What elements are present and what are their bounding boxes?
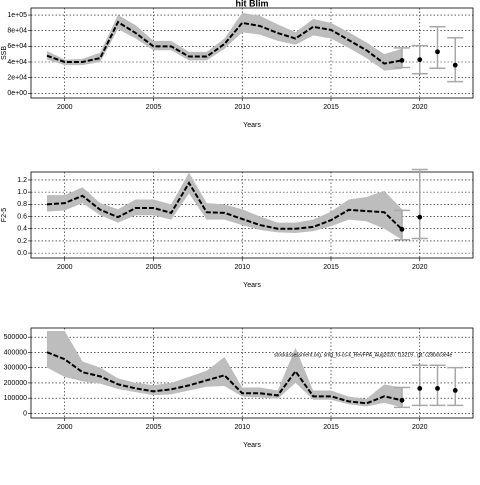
y-tick-label: 0 xyxy=(23,410,27,417)
x-tick-label: 2005 xyxy=(146,264,162,271)
y-tick-label: 2e+04 xyxy=(7,74,27,81)
confidence-band xyxy=(46,331,402,408)
x-axis-label: Years xyxy=(243,282,261,289)
y-axis-label: F2-5 xyxy=(1,208,8,223)
y-tick-label: 500000 xyxy=(4,334,27,341)
x-tick-label: 2005 xyxy=(146,104,162,111)
y-tick-label: 0.0 xyxy=(17,250,27,257)
forecast-point xyxy=(417,214,423,220)
x-tick-label: 2000 xyxy=(57,264,73,271)
y-tick-label: 0e+00 xyxy=(7,90,27,97)
chart-title: hit Blim xyxy=(236,0,269,8)
y-tick-label: 0.8 xyxy=(17,201,27,208)
y-tick-label: 1.0 xyxy=(17,189,27,196)
plot-frame xyxy=(30,7,474,99)
forecast-point xyxy=(399,397,405,403)
forecast-point xyxy=(452,62,458,68)
y-tick-label: 1e+05 xyxy=(7,12,27,19)
plot-frame xyxy=(30,327,474,419)
confidence-band xyxy=(46,172,402,240)
x-tick-label: 2020 xyxy=(412,424,428,431)
forecast-point xyxy=(399,226,405,232)
y-tick-label: 4e+04 xyxy=(7,59,27,66)
forecast-point xyxy=(435,49,440,55)
forecast-point xyxy=(452,387,458,393)
y-tick-label: 200000 xyxy=(4,380,27,387)
annotation: stockassessment.org, smg_fo-cs-k_RevFPA_… xyxy=(274,352,453,358)
x-tick-label: 2015 xyxy=(323,424,339,431)
y-tick-label: 0.2 xyxy=(17,238,27,245)
forecast-point xyxy=(417,386,423,391)
y-tick-label: 300000 xyxy=(4,365,27,372)
y-tick-label: 400000 xyxy=(4,349,27,356)
x-tick-label: 2020 xyxy=(412,264,428,271)
y-tick-label: 0.4 xyxy=(17,226,27,233)
x-tick-label: 2000 xyxy=(57,424,73,431)
x-tick-label: 2010 xyxy=(234,424,250,431)
y-tick-label: 1.2 xyxy=(17,177,27,184)
x-tick-label: 2020 xyxy=(412,104,428,111)
plot-frame xyxy=(30,171,474,259)
x-tick-label: 2000 xyxy=(57,104,73,111)
y-tick-label: 8e+04 xyxy=(7,28,27,35)
x-tick-label: 2010 xyxy=(234,104,250,111)
x-axis-label: Years xyxy=(243,122,261,129)
estimate-line xyxy=(46,181,403,231)
forecast-point xyxy=(417,57,423,63)
x-tick-label: 2005 xyxy=(146,424,162,431)
estimate-line xyxy=(46,351,403,405)
x-axis-label: Years xyxy=(243,442,261,449)
forecast-point xyxy=(435,386,440,391)
x-tick-label: 2015 xyxy=(323,264,339,271)
estimate-line xyxy=(46,20,403,65)
x-tick-label: 2015 xyxy=(323,104,339,111)
forecast-point xyxy=(399,58,405,63)
y-axis-label: SSB xyxy=(1,46,8,60)
x-tick-label: 2010 xyxy=(234,264,250,271)
y-tick-label: 6e+04 xyxy=(7,43,27,50)
y-tick-label: 0.6 xyxy=(17,213,27,220)
y-tick-label: 100000 xyxy=(4,395,27,402)
